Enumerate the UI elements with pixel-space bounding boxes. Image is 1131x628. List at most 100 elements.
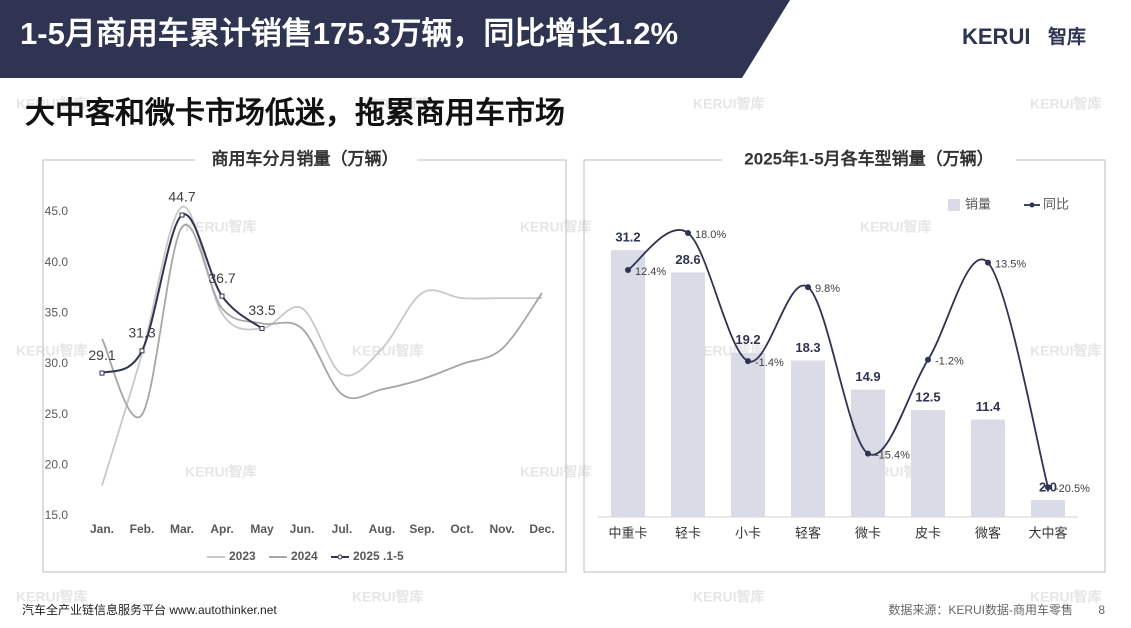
data-label: 12.5 xyxy=(915,390,940,405)
watermark: KERUI智库 xyxy=(360,96,432,112)
y-tick-label: 45.0 xyxy=(45,204,69,218)
legend-label: 2023 xyxy=(229,549,256,563)
data-label: 13.5% xyxy=(995,259,1026,271)
line xyxy=(101,213,263,375)
marker xyxy=(1045,484,1051,491)
x-tick-label: May xyxy=(250,522,274,536)
x-tick-label: 大中客 xyxy=(1028,525,1067,540)
y-tick-label: 25.0 xyxy=(45,407,69,421)
legend-swatch xyxy=(948,199,960,211)
marker xyxy=(685,229,691,236)
watermark: KERUI智库 xyxy=(352,343,424,359)
x-tick-label: Feb. xyxy=(130,522,155,536)
data-label: 12.4% xyxy=(635,266,666,278)
bar xyxy=(611,250,645,517)
data-label: -15.4% xyxy=(875,449,910,461)
logo-suffix: 智库 xyxy=(1048,25,1086,48)
watermark: KERUI智库 xyxy=(185,219,257,235)
bar xyxy=(911,410,945,517)
x-tick-label: Jun. xyxy=(290,522,315,536)
data-label: 28.6 xyxy=(675,252,700,267)
y-tick-label: 30.0 xyxy=(45,356,69,370)
legend-label: 同比 xyxy=(1043,196,1069,211)
marker xyxy=(179,212,185,218)
marker xyxy=(139,348,145,354)
logo: KERUI xyxy=(962,24,1030,49)
data-label: 36.7 xyxy=(208,270,235,286)
data-label: 9.8% xyxy=(815,283,840,295)
marker xyxy=(805,284,811,291)
x-tick-label: 微客 xyxy=(975,525,1001,540)
x-tick-label: Jul. xyxy=(332,522,353,536)
watermark: KERUI智库 xyxy=(520,464,592,480)
y-tick-label: 20.0 xyxy=(45,458,69,472)
data-label: 31.3 xyxy=(128,325,155,341)
marker xyxy=(219,293,225,299)
title-bg xyxy=(195,148,417,172)
y-tick-label: 35.0 xyxy=(45,306,69,320)
watermark: KERUI智库 xyxy=(693,96,765,112)
watermark: KERUI智库 xyxy=(1030,343,1102,359)
legend-marker xyxy=(1029,202,1035,208)
bar xyxy=(1031,499,1065,517)
data-label: -1.4% xyxy=(755,357,784,369)
x-tick-label: Apr. xyxy=(210,522,233,536)
marker xyxy=(925,356,931,363)
x-tick-label: Dec. xyxy=(529,522,554,536)
watermark: KERUI智库 xyxy=(16,343,88,359)
bar xyxy=(791,360,825,517)
x-tick-label: Sep. xyxy=(409,522,434,536)
data-label: 29.1 xyxy=(88,347,115,363)
watermark: KERUI智库 xyxy=(185,464,257,480)
x-tick-label: 皮卡 xyxy=(915,525,941,540)
legend-label: 2025 .1-5 xyxy=(353,549,404,563)
watermark: KERUI智库 xyxy=(16,589,88,605)
x-tick-label: 轻客 xyxy=(795,525,821,540)
chart-frame xyxy=(42,159,567,573)
watermark: KERUI智库 xyxy=(1030,589,1102,605)
bar xyxy=(971,419,1005,517)
watermark: KERUI智库 xyxy=(860,219,932,235)
x-tick-label: Mar. xyxy=(170,522,194,536)
page-number: 8 xyxy=(1098,603,1105,617)
y-tick-label: 15.0 xyxy=(45,508,69,522)
data-label: 31.2 xyxy=(615,230,640,245)
x-tick-label: Jan. xyxy=(90,522,114,536)
data-label: 33.5 xyxy=(248,302,275,318)
watermark: KERUI智库 xyxy=(1030,96,1102,112)
bar xyxy=(671,272,705,517)
data-label: 14.9 xyxy=(855,369,880,384)
watermark: KERUI智库 xyxy=(16,96,88,112)
data-label: 18.3 xyxy=(795,340,820,355)
legend-marker xyxy=(337,554,343,560)
chart-title: 商用车分月销量（万辆） xyxy=(212,148,399,168)
line xyxy=(101,223,543,419)
x-tick-label: 小卡 xyxy=(735,525,761,540)
marker xyxy=(865,450,871,457)
x-tick-label: 中重卡 xyxy=(608,525,647,540)
header-title: 1-5月商用车累计销售175.3万辆，同比增长1.2% xyxy=(20,16,678,51)
x-tick-label: Aug. xyxy=(369,522,396,536)
marker xyxy=(99,370,105,376)
subtitle: 大中客和微卡市场低迷，拖累商用车市场 xyxy=(25,96,565,130)
data-label: -20.5% xyxy=(1055,483,1090,495)
x-tick-label: 微卡 xyxy=(855,525,881,540)
line xyxy=(101,206,542,486)
data-label: 19.2 xyxy=(735,332,760,347)
header-band xyxy=(0,0,790,78)
x-tick-label: Nov. xyxy=(489,522,514,536)
data-label: -1.2% xyxy=(935,356,964,368)
marker xyxy=(259,326,265,332)
legend-label: 销量 xyxy=(965,196,991,211)
marker xyxy=(985,259,991,266)
footer-left: 汽车全产业链信息服务平台 www.autothinker.net xyxy=(22,602,277,617)
y-tick-label: 40.0 xyxy=(45,255,69,269)
marker xyxy=(745,358,751,365)
x-tick-label: Oct. xyxy=(450,522,473,536)
watermark: KERUI智库 xyxy=(693,589,765,605)
chart-frame xyxy=(583,159,1106,573)
x-tick-label: 轻卡 xyxy=(675,525,701,540)
marker xyxy=(625,266,631,273)
chart-title: 2025年1-5月各车型销量（万辆） xyxy=(744,148,993,168)
